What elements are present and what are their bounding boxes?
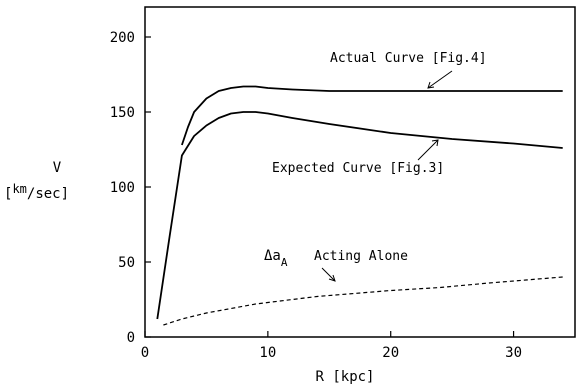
annotation-expected-arrow: [417, 139, 439, 161]
expected-curve-line: [156, 111, 563, 320]
series-lines: [156, 85, 563, 326]
annotation-acting-alone-arrow: [321, 267, 336, 282]
y-axis-unit-prefix: [: [4, 186, 12, 202]
y-axis-unit-den: /sec]: [27, 186, 69, 202]
y-tick-label: 200: [110, 30, 135, 46]
plot-frame: [144, 6, 576, 338]
annotation-acting-alone: Acting Alone: [314, 249, 408, 264]
y-tick-label: 100: [110, 180, 135, 196]
y-axis-unit: [km/sec]: [4, 182, 69, 202]
acting-alone-line: [163, 276, 563, 326]
y-tick-label: 150: [110, 105, 135, 121]
x-ticks: 0 10 20 30: [141, 331, 522, 361]
x-tick-label: 10: [259, 345, 276, 361]
annotation-expected-curve: Expected Curve [Fig.3]: [272, 161, 444, 176]
annotation-acting-alone-arrowhead: [328, 274, 336, 282]
x-tick-label: 0: [141, 345, 149, 361]
annotation-actual-curve: Actual Curve [Fig.4]: [330, 51, 487, 66]
x-tick-label: 30: [505, 345, 522, 361]
annotation-delta-a: ΔaA: [264, 248, 288, 269]
delta-a-symbol: Δa: [264, 248, 281, 264]
y-tick-label: 0: [127, 330, 135, 346]
y-ticks: 0 50 100 150 200: [110, 30, 151, 346]
y-tick-label: 50: [118, 255, 135, 271]
delta-a-subscript: A: [281, 256, 288, 269]
annotation-actual-arrow: [427, 70, 453, 89]
y-axis-unit-num: km: [12, 182, 26, 196]
annotation-actual-arrowhead: [427, 81, 435, 89]
x-axis-label: R [kpc]: [315, 369, 374, 385]
x-tick-label: 20: [382, 345, 399, 361]
actual-curve-line: [181, 85, 563, 146]
annotation-expected-arrowhead: [431, 139, 439, 147]
y-axis-label: V: [53, 160, 62, 176]
